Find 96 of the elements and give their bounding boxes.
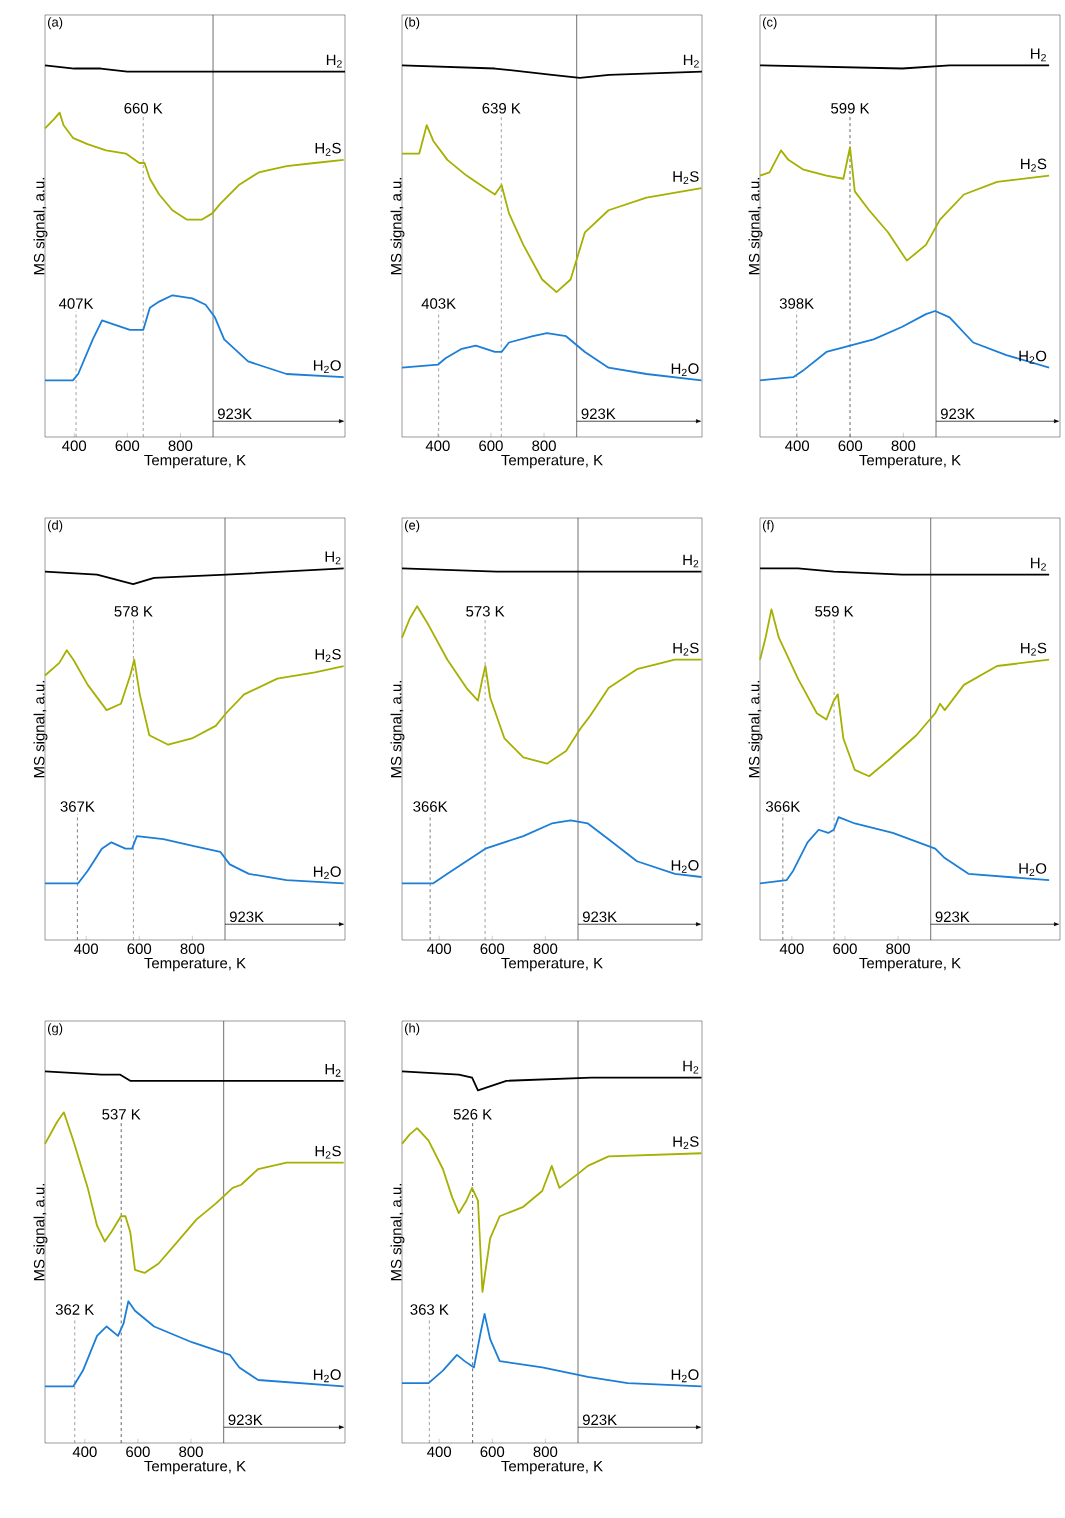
x-tick-label: 600 (127, 943, 152, 955)
x-tick-label: 800 (532, 440, 556, 452)
y-axis-title: MS signal, a.u. (390, 177, 405, 275)
x-tick-label: 400 (785, 440, 810, 452)
ref-line-label: 923K (228, 1414, 263, 1426)
x-axis-title: Temperature, K (859, 454, 961, 469)
x-tick-label: 800 (168, 440, 193, 452)
x-tick-label: 600 (115, 440, 140, 452)
x-tick-label: 800 (533, 943, 558, 955)
series-label: H$_{2}$ (1031, 48, 1046, 62)
x-tick-label: 600 (480, 1446, 505, 1458)
x-tick-label: 400 (74, 943, 99, 955)
chart-title: (b) (404, 17, 420, 30)
ref-line-label: 923K (940, 408, 975, 420)
ref-line-label: 660 K (124, 102, 163, 114)
series-label: H$_{2}$ (683, 54, 699, 68)
ref-line-label: 367K (60, 801, 95, 812)
x-tick-label: 600 (480, 943, 505, 955)
y-axis-title: MS signal, a.u. (33, 177, 48, 275)
series-label: H$_{2}$O (1019, 350, 1047, 364)
ref-line-label: 559 K (815, 605, 854, 617)
x-axis-title: Temperature, K (501, 1460, 603, 1475)
series-label: H$_{2}$S (673, 1136, 699, 1150)
ref-line-label: 366K (413, 801, 448, 812)
x-tick-label: 400 (72, 1446, 97, 1458)
ref-line-label: 599 K (831, 102, 870, 114)
x-tick-label: 800 (180, 943, 205, 955)
x-tick-label: 600 (126, 1446, 150, 1458)
x-tick-label: 400 (427, 1446, 452, 1458)
series-label: H$_{2}$S (315, 142, 341, 156)
ref-line-label: 923K (229, 911, 264, 923)
ref-line-label: 639 K (482, 102, 521, 114)
series-label: H$_{2}$ (326, 54, 342, 68)
x-tick-label: 800 (886, 943, 910, 955)
series-label: H$_{2}$ (325, 1064, 341, 1077)
series-label: H$_{2}$O (671, 363, 699, 377)
ref-line-label: 363 K (410, 1304, 449, 1315)
x-tick-label: 400 (62, 440, 87, 452)
x-axis-title: Temperature, K (501, 957, 603, 972)
ref-line-label: 362 K (55, 1304, 95, 1315)
x-tick-label: 400 (425, 440, 450, 452)
ref-line-label: 578 K (114, 605, 153, 617)
chart-title: (e) (404, 520, 420, 533)
series-label: H$_{2}$S (315, 1145, 341, 1159)
x-axis-title: Temperature, K (859, 957, 961, 972)
ref-line-label: 403K (421, 298, 456, 309)
chart-title: (f) (763, 520, 774, 533)
x-axis-title: Temperature, K (144, 957, 246, 972)
chart-title: (a) (47, 17, 63, 30)
ref-line-label: 923K (582, 911, 617, 923)
ref-line-label: 366K (765, 801, 801, 812)
series-label: H$_{2}$O (671, 1369, 699, 1383)
y-axis-title: MS signal, a.u. (390, 680, 405, 778)
series-label: H$_{2}$ (683, 554, 699, 568)
ref-line-label: 923K (582, 1414, 617, 1426)
y-axis-title: MS signal, a.u. (33, 680, 48, 778)
x-tick-label: 400 (779, 943, 804, 955)
x-tick-label: 800 (179, 1446, 203, 1458)
series-label: H$_{2}$S (673, 171, 699, 185)
x-axis-title: Temperature, K (144, 454, 246, 469)
ref-line-label: 573 K (466, 605, 505, 617)
chart-title: (d) (47, 520, 63, 533)
y-axis-title: MS signal, a.u. (33, 1183, 48, 1281)
chart-title: (c) (763, 17, 777, 30)
series-label: H$_{2}$O (671, 860, 699, 873)
y-axis-title: MS signal, a.u. (748, 177, 763, 275)
x-tick-label: 600 (833, 943, 857, 955)
x-tick-label: 600 (479, 440, 503, 452)
ref-line-label: 398K (779, 298, 814, 309)
series-label: H$_{2}$S (315, 649, 341, 662)
ref-line-label: 537 K (102, 1109, 141, 1120)
x-axis-title: Temperature, K (144, 1460, 246, 1475)
y-axis-title: MS signal, a.u. (390, 1183, 405, 1281)
chart-title: (g) (47, 1023, 63, 1036)
series-label: H$_{2}$O (313, 360, 341, 373)
x-tick-label: 800 (533, 1446, 558, 1458)
series-label: H$_{2}$ (1031, 557, 1046, 571)
ref-line-label: 923K (217, 408, 252, 420)
series-label: H$_{2}$O (313, 866, 341, 880)
series-label: H$_{2}$O (1019, 863, 1047, 876)
series-label: H$_{2}$ (683, 1060, 699, 1074)
x-axis-title: Temperature, K (501, 454, 603, 469)
series-label: H$_{2}$S (673, 642, 699, 656)
chart-title: (h) (404, 1023, 420, 1036)
x-tick-label: 400 (427, 943, 452, 955)
series-label: H$_{2}$S (1021, 642, 1047, 656)
ref-line-label: 407K (58, 298, 94, 309)
y-axis-title: MS signal, a.u. (748, 680, 763, 778)
ref-line-label: 526 K (453, 1109, 492, 1120)
ref-line-label: 923K (581, 408, 616, 420)
x-tick-label: 600 (838, 440, 863, 452)
series-label: H$_{2}$ (325, 551, 341, 565)
series-label: H$_{2}$S (1021, 158, 1047, 172)
ref-line-label: 923K (935, 911, 970, 923)
series-label: H$_{2}$O (313, 1369, 341, 1383)
x-tick-label: 800 (891, 440, 916, 452)
